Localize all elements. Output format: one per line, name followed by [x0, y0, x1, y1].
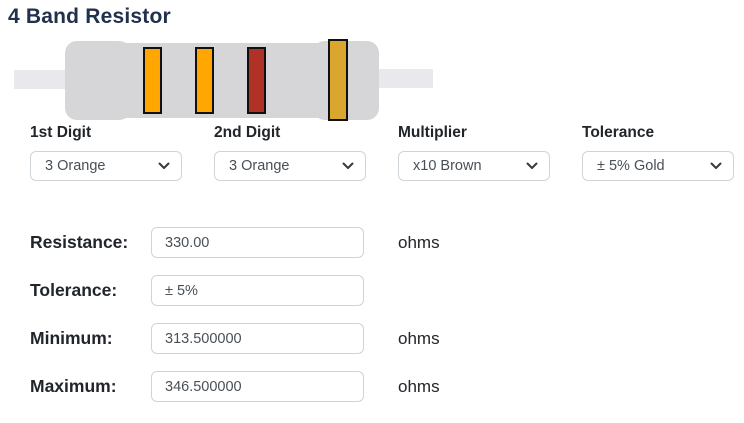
tolerance-label: Tolerance: [30, 280, 118, 300]
multiplier-label: Multiplier [398, 124, 467, 141]
first-digit-group: 1st Digit 3 Orange [30, 124, 182, 181]
second-digit-select[interactable]: 3 Orange [214, 151, 366, 181]
first-digit-select[interactable]: 3 Orange [30, 151, 182, 181]
chevron-down-icon [342, 162, 354, 171]
tolerance-input[interactable] [151, 275, 364, 306]
second-digit-group: 2nd Digit 3 Orange [214, 124, 366, 181]
second-digit-label: 2nd Digit [214, 124, 281, 141]
tolerance-row: Tolerance: [0, 275, 744, 306]
page-title: 4 Band Resistor [8, 5, 171, 28]
resistance-label: Resistance: [30, 232, 129, 252]
first-digit-selected-value: 3 Orange [45, 158, 106, 174]
multiplier-band [247, 47, 266, 114]
chevron-down-icon [710, 162, 722, 171]
second-digit-selected-value: 3 Orange [229, 158, 290, 174]
first-digit-band [143, 47, 162, 114]
maximum-row: Maximum: ohms [0, 371, 744, 402]
multiplier-group: Multiplier x10 Brown [398, 124, 550, 181]
minimum-unit: ohms [398, 329, 440, 348]
tolerance-band [328, 39, 348, 121]
first-digit-label: 1st Digit [30, 124, 92, 141]
maximum-unit: ohms [398, 377, 440, 396]
resistor-wire-right [379, 69, 433, 88]
tolerance-selected-value: ± 5% Gold [597, 158, 665, 174]
chevron-down-icon [526, 162, 538, 171]
resistor-graphic [0, 0, 744, 130]
multiplier-select[interactable]: x10 Brown [398, 151, 550, 181]
tolerance-select-label: Tolerance [582, 124, 655, 141]
resistor-wire-left [14, 70, 66, 89]
maximum-input[interactable] [151, 371, 364, 402]
band-selectors-row: 1st Digit 3 Orange 2nd Digit 3 Orange Mu… [30, 124, 734, 181]
chevron-down-icon [158, 162, 170, 171]
resistance-row: Resistance: ohms [0, 227, 744, 258]
maximum-label: Maximum: [30, 376, 117, 396]
minimum-input[interactable] [151, 323, 364, 354]
tolerance-select[interactable]: ± 5% Gold [582, 151, 734, 181]
resistor-body-left-cap [65, 41, 131, 120]
resistance-input[interactable] [151, 227, 364, 258]
minimum-row: Minimum: ohms [0, 323, 744, 354]
tolerance-group: Tolerance ± 5% Gold [582, 124, 734, 181]
multiplier-selected-value: x10 Brown [413, 158, 482, 174]
resistance-unit: ohms [398, 233, 440, 252]
minimum-label: Minimum: [30, 328, 113, 348]
second-digit-band [195, 47, 214, 114]
